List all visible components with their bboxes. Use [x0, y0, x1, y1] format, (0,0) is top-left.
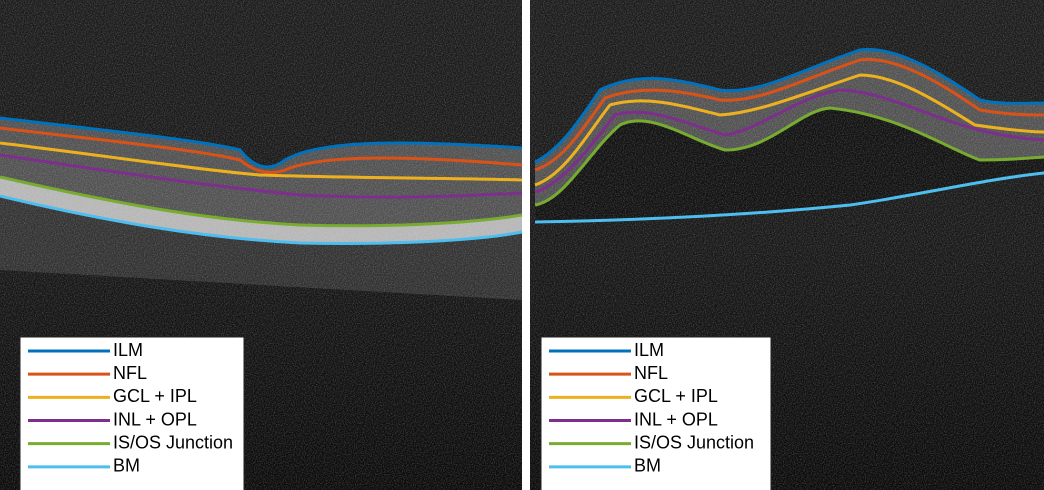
legend-label: IS/OS Junction — [634, 432, 754, 452]
legend-label: ILM — [113, 340, 143, 360]
legend-label: NFL — [634, 363, 668, 383]
legend-label: GCL + IPL — [634, 386, 718, 406]
legend-label: ILM — [634, 340, 664, 360]
legend-label: GCL + IPL — [113, 386, 197, 406]
legend-box — [540, 336, 772, 490]
legend-label: BM — [113, 456, 140, 476]
legend-label: NFL — [113, 363, 147, 383]
legend-label: INL + OPL — [113, 409, 197, 429]
left-scan — [0, 0, 523, 490]
legend-box — [19, 336, 245, 490]
legend-label: IS/OS Junction — [113, 432, 233, 452]
legend-label: BM — [634, 456, 661, 476]
legend-label: INL + OPL — [634, 409, 718, 429]
